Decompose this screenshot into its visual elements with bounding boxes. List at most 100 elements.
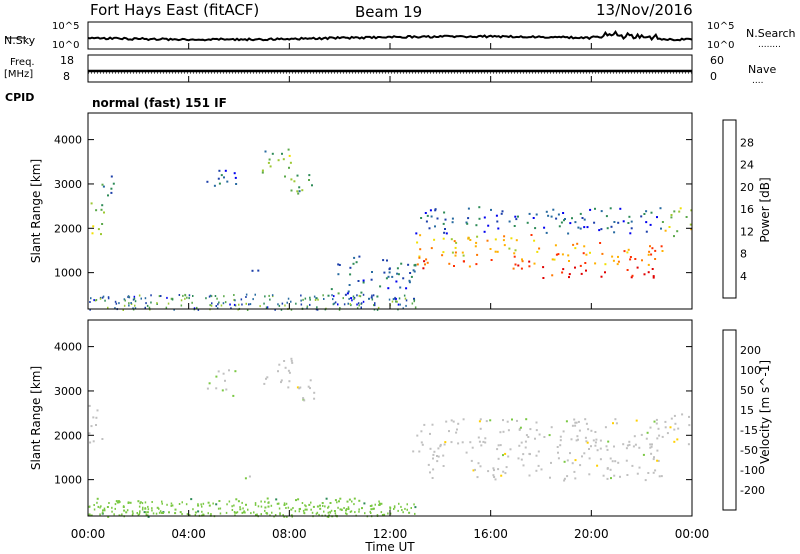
data-point — [215, 375, 218, 378]
data-point — [336, 501, 338, 504]
data-point — [522, 464, 525, 467]
colorbar-tick-label: 15 — [740, 404, 754, 417]
power-marks — [89, 148, 693, 311]
data-point — [628, 440, 631, 443]
data-point — [562, 268, 565, 271]
freq-tick-top: 18 — [60, 54, 74, 67]
data-point — [504, 452, 507, 455]
data-point — [218, 301, 220, 304]
data-point — [594, 207, 596, 210]
data-point — [313, 295, 316, 298]
data-point — [306, 307, 308, 310]
data-point — [430, 215, 433, 218]
data-point — [625, 459, 628, 462]
data-point — [462, 254, 465, 257]
data-point — [364, 512, 366, 515]
y-tick-label: 4000 — [54, 341, 82, 354]
data-point — [673, 235, 675, 238]
data-point — [123, 298, 126, 301]
data-point — [215, 387, 218, 390]
noise-tick-bottom-right: 10^0 — [707, 40, 734, 51]
data-point — [106, 506, 109, 508]
data-point — [372, 507, 374, 510]
data-point — [270, 504, 273, 507]
data-point — [507, 429, 510, 432]
data-point — [502, 430, 505, 433]
data-point — [145, 302, 147, 305]
data-point — [630, 227, 633, 230]
data-point — [352, 295, 355, 298]
data-point — [101, 183, 104, 186]
data-point — [358, 508, 360, 511]
data-point — [290, 300, 292, 303]
data-point — [146, 511, 149, 514]
data-point — [225, 511, 228, 514]
data-point — [628, 215, 631, 218]
data-point — [559, 444, 562, 447]
data-point — [100, 505, 102, 508]
data-point — [471, 446, 474, 449]
data-point — [245, 293, 248, 296]
data-point — [425, 258, 428, 261]
data-point — [134, 304, 136, 307]
data-point — [311, 184, 313, 187]
data-point — [430, 247, 433, 250]
data-point — [645, 221, 648, 224]
data-point — [138, 294, 141, 297]
data-point — [594, 431, 597, 433]
data-point — [371, 271, 373, 273]
data-point — [225, 388, 228, 391]
data-point — [400, 262, 403, 265]
data-point — [289, 161, 292, 164]
data-point — [332, 298, 334, 301]
data-point — [362, 293, 365, 296]
data-point — [369, 505, 372, 507]
data-point — [622, 443, 625, 446]
data-point — [466, 222, 469, 225]
data-point — [609, 457, 612, 460]
data-point — [308, 503, 311, 506]
data-point — [660, 227, 662, 230]
data-point — [315, 297, 317, 300]
data-point — [429, 432, 431, 435]
data-point — [197, 503, 199, 506]
data-point — [432, 457, 434, 460]
data-point — [233, 294, 235, 296]
data-point — [420, 217, 423, 219]
data-point — [433, 238, 436, 241]
data-point — [429, 209, 432, 212]
data-point — [291, 515, 293, 518]
data-point — [451, 221, 454, 224]
data-point — [241, 501, 243, 504]
data-point — [664, 426, 667, 429]
data-point — [514, 215, 517, 218]
data-point — [362, 279, 365, 282]
data-point — [586, 441, 589, 444]
data-point — [517, 457, 520, 460]
data-point — [347, 508, 349, 510]
data-point — [197, 510, 200, 513]
data-point — [118, 514, 121, 517]
data-point — [499, 444, 502, 447]
data-point — [310, 508, 312, 511]
velocity-colorbar-label: Velocity [m s^-1] — [758, 360, 772, 464]
data-point — [568, 273, 571, 276]
data-point — [681, 413, 684, 416]
data-point — [397, 273, 400, 276]
data-point — [244, 511, 246, 514]
data-point — [181, 501, 183, 504]
data-point — [568, 276, 570, 279]
data-point — [503, 235, 506, 238]
colorbar-tick-label: 8 — [740, 248, 747, 261]
data-point — [638, 466, 641, 469]
data-point — [399, 286, 402, 289]
data-point — [146, 304, 149, 307]
data-point — [554, 244, 557, 247]
data-point — [565, 420, 568, 423]
data-point — [629, 258, 632, 261]
data-point — [656, 459, 659, 462]
data-point — [613, 221, 616, 223]
data-point — [349, 273, 352, 276]
data-point — [457, 422, 460, 425]
y-tick-label: 2000 — [54, 429, 82, 442]
